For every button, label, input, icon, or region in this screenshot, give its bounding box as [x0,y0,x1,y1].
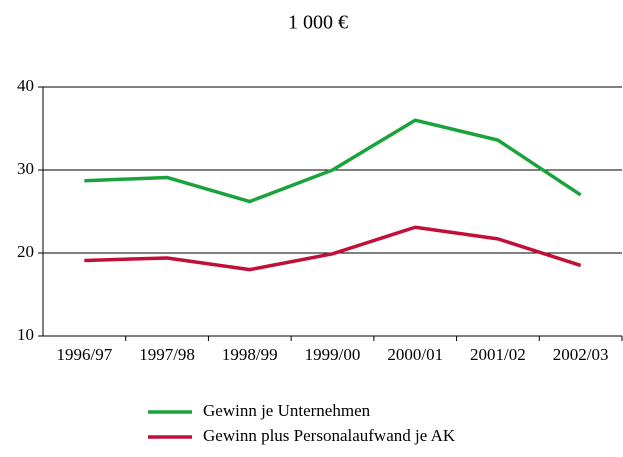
chart-title: 1 000 € [288,12,348,34]
legend-label: Gewinn je Unternehmen [203,401,371,420]
y-tick-label: 20 [17,242,34,261]
x-tick-label: 2000/01 [387,345,443,364]
x-tick-label: 1996/97 [56,345,112,364]
series-line [84,118,582,204]
x-tick-label: 1999/00 [305,345,361,364]
x-tick-label: 2002/03 [553,345,609,364]
x-tick-label: 1997/98 [139,345,195,364]
x-tick-label: 1998/99 [222,345,278,364]
y-tick-label: 30 [17,159,34,178]
series-line [84,225,582,272]
y-tick-label: 10 [17,325,34,344]
y-tick-label: 40 [17,76,34,95]
legend-label: Gewinn plus Personalaufwand je AK [203,426,456,445]
x-tick-label: 2001/02 [470,345,526,364]
